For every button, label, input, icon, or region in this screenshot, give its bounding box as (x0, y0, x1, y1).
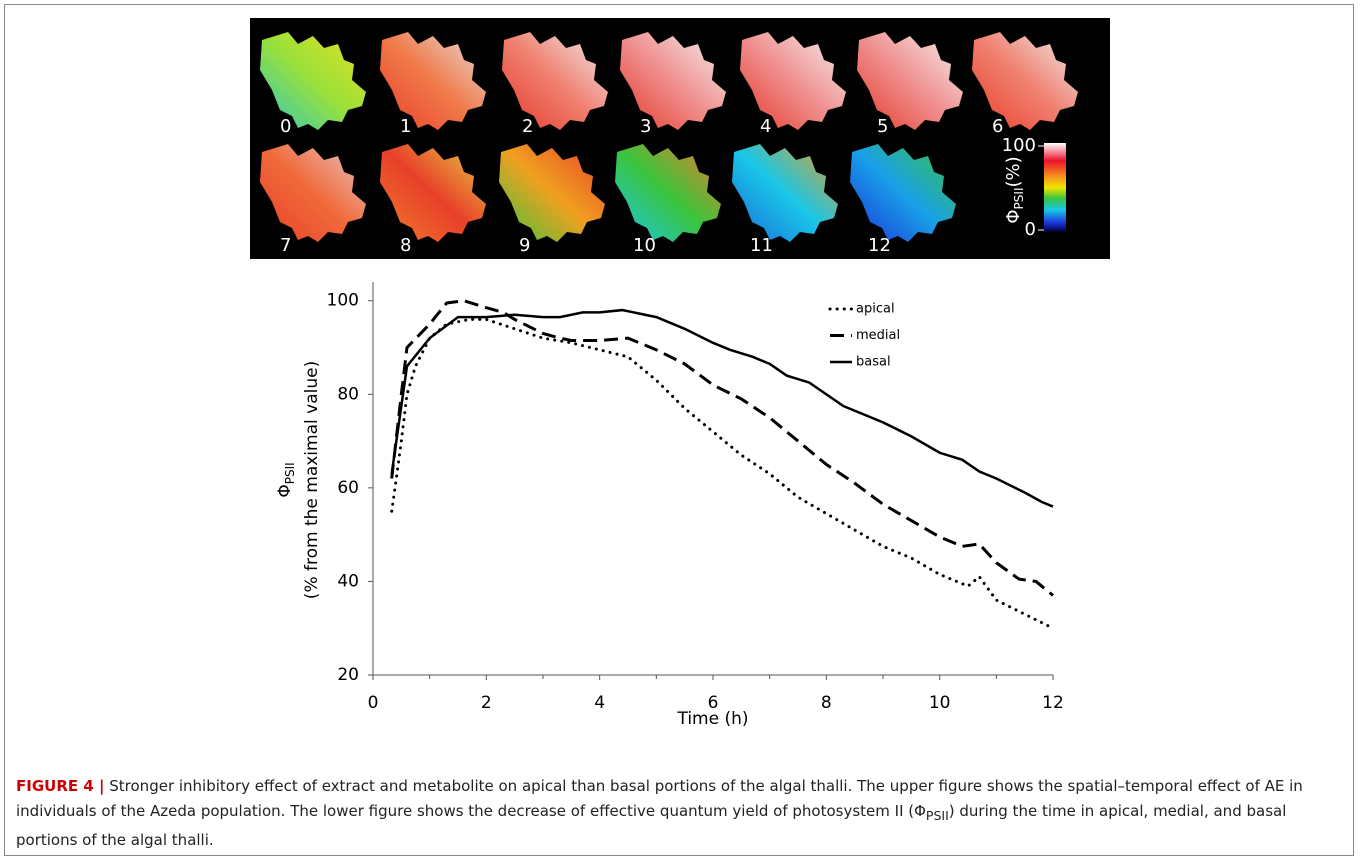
frame-label: 9 (519, 235, 530, 256)
frame-label: 12 (868, 235, 891, 256)
y-tick-label: 20 (337, 665, 359, 685)
y-tick-label: 40 (337, 571, 359, 591)
thumbnail (740, 32, 846, 130)
unit: (%) (1003, 156, 1024, 187)
colorbar-label: 0 (1025, 219, 1036, 240)
thumbnail (380, 32, 486, 130)
thallus (502, 32, 608, 130)
caption-text: ) during the time in apical, medial, and… (16, 802, 1287, 849)
x-tick-label: 10 (929, 693, 951, 713)
legend-label: basal (856, 355, 891, 370)
frame-label: 6 (992, 116, 1003, 137)
thallus (260, 144, 366, 242)
thallus (857, 32, 963, 130)
frame-label: 11 (750, 235, 773, 256)
thallus (380, 32, 486, 130)
thumbnail (857, 32, 963, 130)
thumbnail (260, 144, 366, 242)
thallus (499, 144, 605, 242)
legend-label: medial (856, 328, 900, 343)
thallus (260, 32, 366, 130)
caption: FIGURE 4 | Stronger inhibitory effect of… (16, 774, 1346, 853)
frame-label: 5 (877, 116, 888, 137)
series-line (390, 308, 1054, 508)
frame-label: 10 (633, 235, 656, 256)
thumbnail (972, 32, 1078, 130)
frame-label: 1 (400, 116, 411, 137)
figure-frame (4, 4, 1354, 856)
subscript: PSII (283, 462, 297, 484)
symbol: Φ (1003, 209, 1024, 223)
thallus (740, 32, 846, 130)
caption-text: Stronger inhibitory effect of extract an… (16, 777, 1303, 820)
colorbar-label: 100 (1002, 135, 1036, 156)
x-axis-label: Time (h) (676, 709, 748, 729)
x-tick-label: 2 (481, 693, 492, 713)
y-tick-label: 60 (337, 478, 359, 498)
caption-label: FIGURE 4 | (16, 777, 105, 795)
thumbnail (732, 144, 838, 242)
colorbar (1044, 143, 1066, 232)
thallus (620, 32, 726, 130)
frame-label: 8 (400, 235, 411, 256)
frame-label: 7 (280, 235, 291, 256)
symbol: Φ (275, 484, 295, 497)
thallus (732, 144, 838, 242)
series-line (390, 317, 1055, 630)
caption-sub: PSII (925, 808, 949, 823)
thallus (850, 144, 956, 242)
x-tick-label: 12 (1042, 693, 1064, 713)
frame-label: 3 (640, 116, 651, 137)
thallus (615, 144, 721, 242)
x-tick-label: 6 (708, 693, 719, 713)
thallus (380, 144, 486, 242)
thumbnail (499, 144, 605, 242)
series-line (390, 299, 1054, 597)
x-tick-label: 0 (368, 693, 379, 713)
thumbnail (260, 32, 366, 130)
y-tick-label: 80 (337, 384, 359, 404)
thumbnail (502, 32, 608, 130)
y-axis-label: (% from the maximal value) (302, 361, 322, 599)
subscript: PSII (1012, 188, 1026, 210)
y-tick-label: 100 (327, 291, 359, 311)
frame-label: 2 (522, 116, 533, 137)
legend-label: apical (856, 302, 895, 317)
thumbnail (620, 32, 726, 130)
thumbnail (850, 144, 956, 242)
thumbnail (615, 144, 721, 242)
colorbar-title: ΦPSII(%) (1003, 156, 1026, 223)
thumbnail (380, 144, 486, 242)
frame-label: 4 (760, 116, 771, 137)
x-tick-label: 4 (594, 693, 605, 713)
frame-label: 0 (280, 116, 291, 137)
y-axis-label: ΦPSII (275, 462, 297, 497)
thallus (972, 32, 1078, 130)
x-tick-label: 8 (821, 693, 832, 713)
